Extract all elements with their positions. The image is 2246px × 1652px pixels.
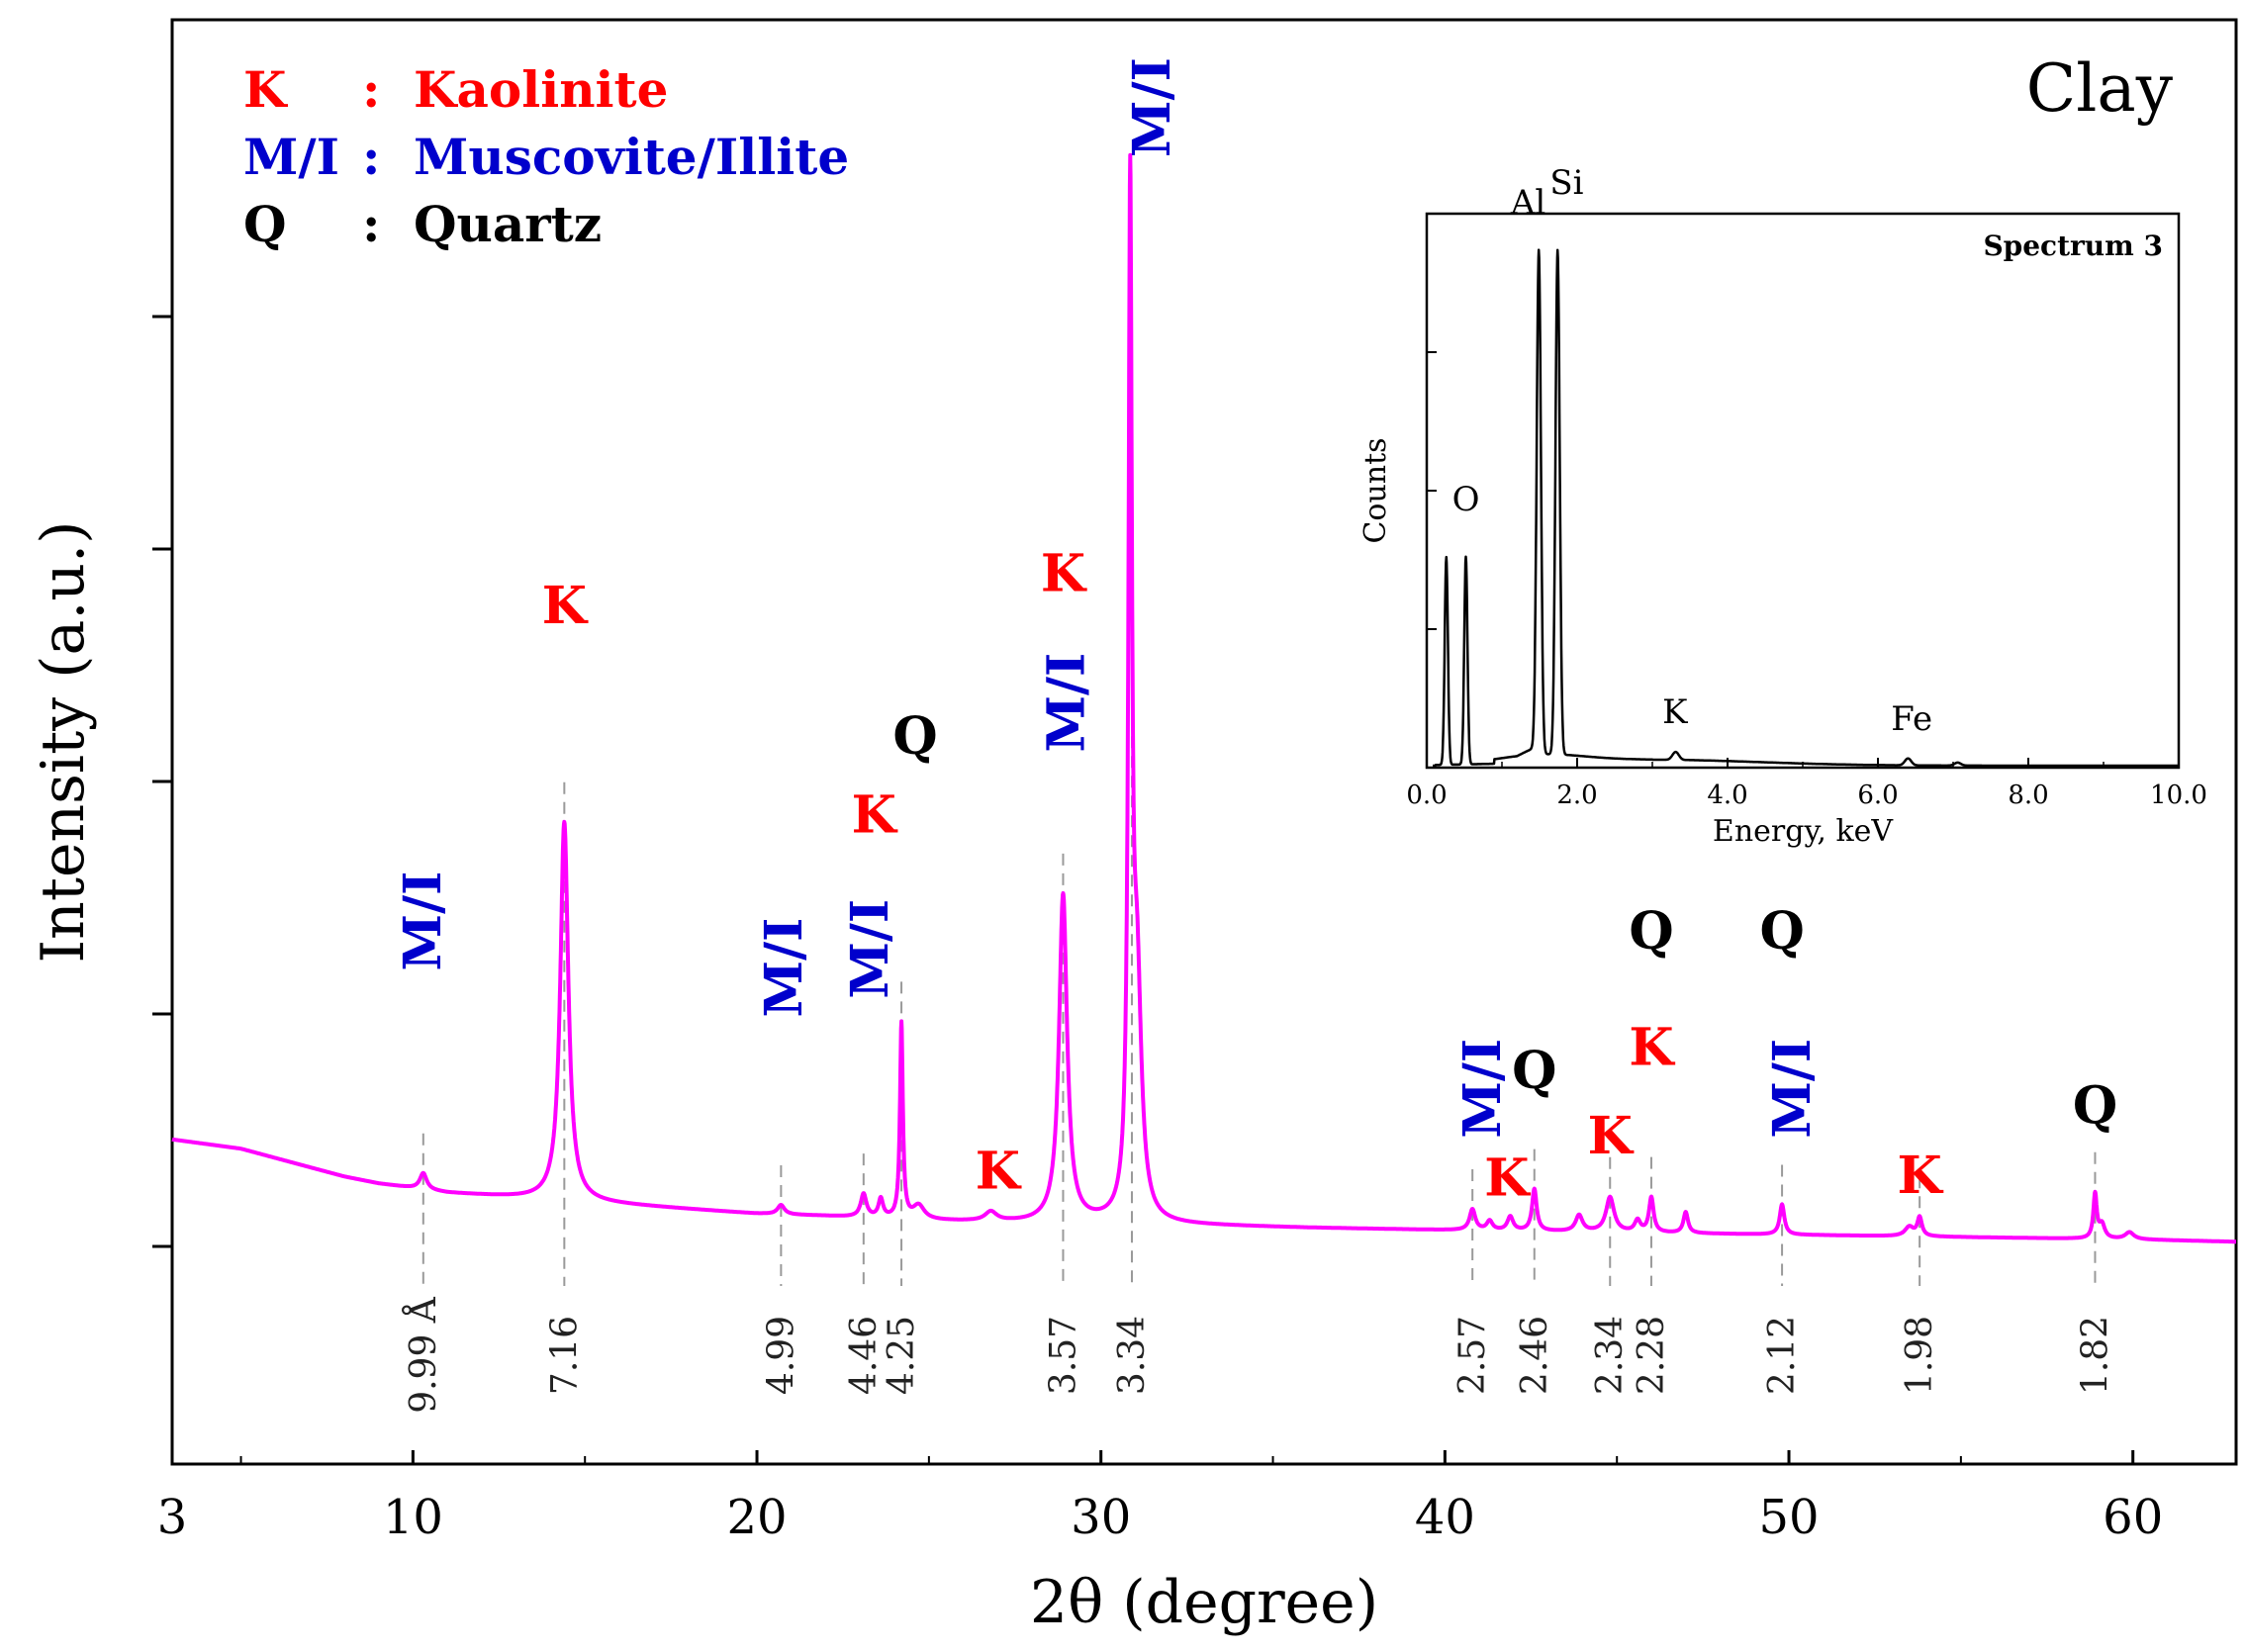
x-tick-label: 40 <box>1415 1490 1475 1545</box>
element-label: Fe <box>1891 699 1932 739</box>
d-spacing-label: 4.99 <box>761 1316 801 1395</box>
legend-mi-sep: : <box>362 128 380 186</box>
inset-x-tick-label: 2.0 <box>1556 780 1597 810</box>
inset-x-tick-label: 10.0 <box>2150 780 2207 810</box>
d-spacing-label: 7.16 <box>544 1316 585 1395</box>
x-axis-title: 2θ (degree) <box>1030 1568 1378 1637</box>
x-tick-label: 10 <box>383 1490 443 1545</box>
quartz-label: Q <box>892 706 937 767</box>
muscovite-illite-label: M/I <box>1762 1039 1823 1139</box>
d-spacing-label: 1.98 <box>1900 1316 1940 1395</box>
x-tick-label: 50 <box>1758 1490 1819 1545</box>
d-spacing-label: 3.34 <box>1112 1316 1153 1395</box>
element-label: K <box>1662 692 1688 732</box>
kaolinite-label: K <box>1041 543 1087 603</box>
legend-k-name: Kaolinite <box>414 60 668 119</box>
inset-x-tick-label: 4.0 <box>1707 780 1747 810</box>
quartz-label: Q <box>1629 901 1673 962</box>
legend-q-name: Quartz <box>414 195 602 253</box>
kaolinite-label: K <box>976 1141 1022 1201</box>
x-tick-label: 20 <box>726 1490 787 1545</box>
main-y-ticks <box>152 315 172 1248</box>
legend-mi-name: Muscovite/Illite <box>414 128 849 186</box>
quartz-label: Q <box>1759 901 1804 962</box>
legend: K : Kaolinite M/I : Muscovite/Illite Q :… <box>243 60 849 253</box>
muscovite-illite-label: M/I <box>1036 653 1096 753</box>
kaolinite-label: K <box>1629 1018 1675 1078</box>
kaolinite-label: K <box>1588 1106 1635 1166</box>
d-spacing-label: 2.12 <box>1762 1316 1803 1395</box>
d-spacing-label: 2.46 <box>1515 1316 1555 1395</box>
muscovite-illite-label: M/I <box>1452 1039 1513 1139</box>
inset-frame <box>1425 212 2181 770</box>
eds-element-labels: O Al Si K Fe <box>1452 163 1933 739</box>
main-x-ticks: 3 10 20 30 40 50 60 <box>157 1450 2163 1545</box>
element-label: O <box>1452 480 1480 519</box>
inset-x-tick-label: 8.0 <box>2008 780 2048 810</box>
x-tick-label: 60 <box>2103 1490 2163 1545</box>
element-label: Si <box>1549 163 1583 203</box>
kaolinite-label: K <box>1484 1147 1531 1208</box>
x-tick-label: 30 <box>1071 1490 1131 1545</box>
muscovite-illite-label: M/I <box>840 899 900 999</box>
inset-y-axis-title: Counts <box>1358 437 1393 543</box>
kaolinite-label: K <box>542 576 589 636</box>
muscovite-illite-label: M/I <box>393 872 453 971</box>
d-spacing-labels: 9.99 Å 7.16 4.99 4.464.25 3.57 3.34 2.57 2.46 2.… <box>403 1296 2116 1414</box>
quartz-label: Q <box>1512 1041 1556 1101</box>
kaolinite-label: K <box>852 785 898 846</box>
x-tick-label: 3 <box>157 1490 188 1545</box>
inset-x-tick-label: 0.0 <box>1406 780 1447 810</box>
d-spacing-label: 2.57 <box>1452 1316 1493 1395</box>
inset-title: Spectrum 3 <box>1983 229 2163 262</box>
inset-y-ticks <box>1427 213 1437 769</box>
d-spacing-label: 2.28 <box>1632 1316 1672 1395</box>
d-spacing-label: 4.46 <box>844 1316 885 1395</box>
muscovite-illite-label: M/I <box>1122 57 1182 157</box>
legend-q-sep: : <box>362 195 380 253</box>
quartz-label: Q <box>2073 1076 2117 1137</box>
d-spacing-label: 3.57 <box>1044 1316 1084 1395</box>
d-spacing-label: 4.25 <box>882 1316 922 1395</box>
y-axis-title: Intensity (a.u.) <box>29 520 98 963</box>
inset-x-tick-label: 6.0 <box>1857 780 1898 810</box>
inset-x-ticks: 0.0 2.0 4.0 6.0 8.0 10.0 <box>1406 758 2207 810</box>
d-spacing-label: 1.82 <box>2076 1316 2116 1395</box>
d-spacing-label: 9.99 Å <box>403 1296 444 1414</box>
xrd-pattern-line <box>170 152 2238 1244</box>
panel-title: Clay <box>2026 50 2174 127</box>
muscovite-illite-label: M/I <box>754 918 814 1018</box>
legend-mi-symbol: M/I <box>243 128 339 186</box>
legend-q-symbol: Q <box>243 195 287 253</box>
kaolinite-label: K <box>1897 1146 1943 1206</box>
inset-x-axis-title: Energy, keV <box>1713 814 1894 849</box>
legend-k-sep: : <box>362 60 380 119</box>
eds-inset: 0.0 2.0 4.0 6.0 8.0 10.0 OAl SiK Fe Spectrum 3 … <box>1358 163 2207 849</box>
d-spacing-label: 2.34 <box>1590 1316 1631 1395</box>
element-label: Al <box>1510 183 1545 223</box>
legend-k-symbol: K <box>243 60 288 119</box>
eds-spectrum-line <box>1432 248 2180 768</box>
